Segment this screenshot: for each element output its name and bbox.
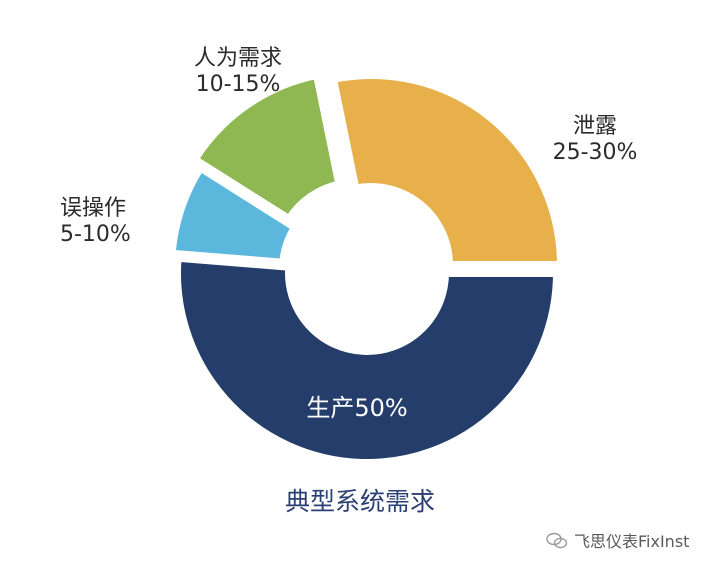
label-misoperation: 误操作 5-10% [60,196,170,248]
chart-subtitle: 典型系统需求 [284,487,435,516]
label-misoperation-range: 5-10% [60,222,131,247]
wechat-bubble-icon [546,532,568,554]
label-production-range: 50% [354,394,408,422]
slice-2 [188,70,345,225]
watermark-text: 飞思仪表FixInst [574,532,690,551]
label-human-demand-range: 10-15% [195,72,281,97]
slice-3 [328,71,566,269]
label-human-demand-name: 人为需求 [193,46,282,71]
watermark: 飞思仪表FixInst [546,528,689,554]
label-production-name: 生产 [306,394,355,422]
label-leak: 泄露 25-30% [540,114,650,166]
label-leak-name: 泄露 [572,114,617,139]
label-production: 生产50% [262,395,452,421]
label-misoperation-name: 误操作 [60,196,127,221]
donut-hole [289,195,445,351]
label-leak-range: 25-30% [552,140,638,165]
label-human-demand: 人为需求 10-15% [178,46,298,98]
